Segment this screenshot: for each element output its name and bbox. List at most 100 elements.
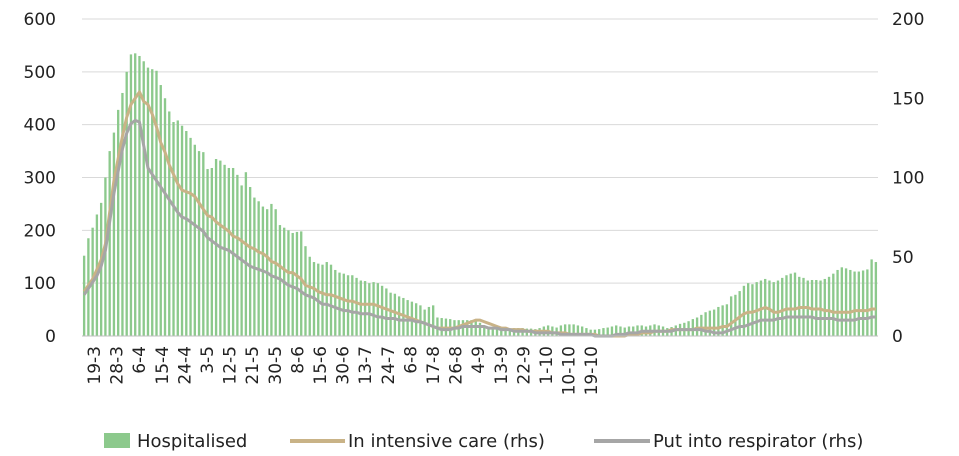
bar-hospitalised [776, 280, 780, 336]
bar-hospitalised [589, 329, 592, 336]
y-left-tick-label: 0 [45, 327, 56, 347]
bar-hospitalised [836, 269, 839, 336]
line-series-layer [82, 90, 876, 338]
bar-hospitalised [615, 325, 618, 336]
bar-hospitalised [747, 283, 750, 336]
line-intensive-care [82, 90, 876, 338]
bar-hospitalised [866, 269, 869, 336]
bar-hospitalised [376, 283, 380, 336]
x-tick-label: 15-4 [153, 346, 173, 385]
bar-hospitalised [121, 92, 124, 336]
bar-hospitalised [351, 275, 354, 336]
bar-hospitalised [725, 304, 729, 336]
bar-hospitalised [580, 326, 584, 336]
bar-hospitalised [874, 262, 878, 336]
bar-hospitalised [734, 294, 737, 336]
bar-hospitalised [214, 159, 218, 336]
x-tick-label: 15-6 [311, 346, 331, 385]
bar-hospitalised [197, 151, 201, 336]
y-left-tick-label: 400 [24, 116, 56, 136]
bar-hospitalised [355, 277, 358, 336]
x-tick-label: 8-6 [288, 346, 308, 374]
bar-hospitalised [163, 98, 167, 336]
x-tick-label: 12-5 [221, 346, 241, 385]
bar-hospitalised [606, 327, 609, 336]
bar-hospitalised [206, 169, 209, 336]
bar-hospitalised [185, 131, 188, 336]
bar-hospitalised [117, 109, 120, 336]
bar-hospitalised [112, 132, 116, 336]
bar-hospitalised [619, 326, 622, 336]
bar-hospitalised [470, 320, 473, 336]
bar-hospitalised [304, 246, 307, 336]
bar-hospitalised [372, 282, 375, 336]
bar-hospitalised [721, 305, 724, 336]
bar-hospitalised [210, 167, 213, 336]
y-left-tick-label: 500 [24, 63, 56, 83]
bar-hospitalised [427, 306, 431, 336]
bar-hospitalised [636, 325, 639, 336]
bar-hospitalised [82, 255, 86, 336]
bar-hospitalised [172, 122, 175, 337]
bar-hospitalised [844, 268, 848, 336]
bar-hospitalised [244, 172, 248, 336]
legend: Hospitalised In intensive care (rhs) Put… [104, 431, 863, 452]
bar-hospitalised [334, 269, 337, 336]
x-tick-label: 13-9 [492, 346, 512, 385]
x-tick-label: 21-5 [243, 346, 263, 385]
bar-hospitalised [751, 284, 754, 336]
bar-hospitalised [193, 144, 196, 336]
bar-hospitalised [785, 275, 788, 336]
x-tick-label: 10-10 [560, 346, 580, 395]
bar-hospitalised [704, 312, 707, 336]
y-right-tick-label: 150 [892, 89, 924, 109]
bar-hospitalised [363, 281, 367, 336]
bar-hospitalised [712, 309, 716, 336]
line-respirator [82, 118, 876, 338]
x-tick-label: 24-7 [379, 346, 399, 385]
bar-hospitalised [508, 329, 511, 336]
x-tick-label: 13-7 [356, 346, 376, 385]
bar-hospitalised [576, 325, 580, 336]
x-tick-label: 3-5 [198, 346, 218, 374]
bar-hospitalised [593, 329, 597, 336]
bar-hospitalised [708, 310, 712, 336]
bar-hospitalised [568, 324, 571, 336]
bar-hospitalised [325, 262, 328, 336]
x-tick-label: 19-3 [85, 346, 105, 385]
bar-hospitalised [857, 271, 861, 336]
x-tick-label: 6-8 [401, 346, 421, 374]
bar-hospitalised [500, 328, 503, 336]
bar-hospitalised [738, 291, 741, 336]
bar-hospitalised [142, 61, 145, 337]
x-tick-label: 24-4 [175, 346, 195, 385]
x-tick-label: 17-8 [424, 346, 444, 385]
x-tick-label: 4-9 [469, 346, 489, 374]
y-left-tick-label: 100 [24, 274, 56, 294]
bar-hospitalised [495, 328, 499, 336]
bar-hospitalised [274, 209, 277, 336]
bar-hospitalised [572, 324, 575, 336]
x-tick-label: 26-8 [447, 346, 467, 385]
bar-hospitalised [321, 264, 324, 336]
bar-hospitalised [270, 203, 273, 336]
legend-label-intensive-care: In intensive care (rhs) [348, 431, 545, 452]
bar-hospitalised [134, 53, 137, 336]
bar-hospitalised [853, 271, 856, 336]
legend-swatch-hospitalised [104, 433, 130, 448]
bar-hospitalised [632, 326, 635, 336]
bar-hospitalised [487, 326, 490, 336]
bar-hospitalised [129, 54, 133, 336]
bar-hospitalised [700, 314, 703, 336]
bar-hospitalised [125, 71, 128, 336]
legend-label-hospitalised: Hospitalised [137, 431, 247, 452]
bar-hospitalised [772, 282, 775, 336]
bar-hospitalised [563, 324, 567, 336]
bar-hospitalised [300, 231, 303, 336]
bar-hospitalised [478, 322, 482, 336]
bar-hospitalised [559, 325, 563, 336]
bar-hospitalised [870, 259, 873, 336]
